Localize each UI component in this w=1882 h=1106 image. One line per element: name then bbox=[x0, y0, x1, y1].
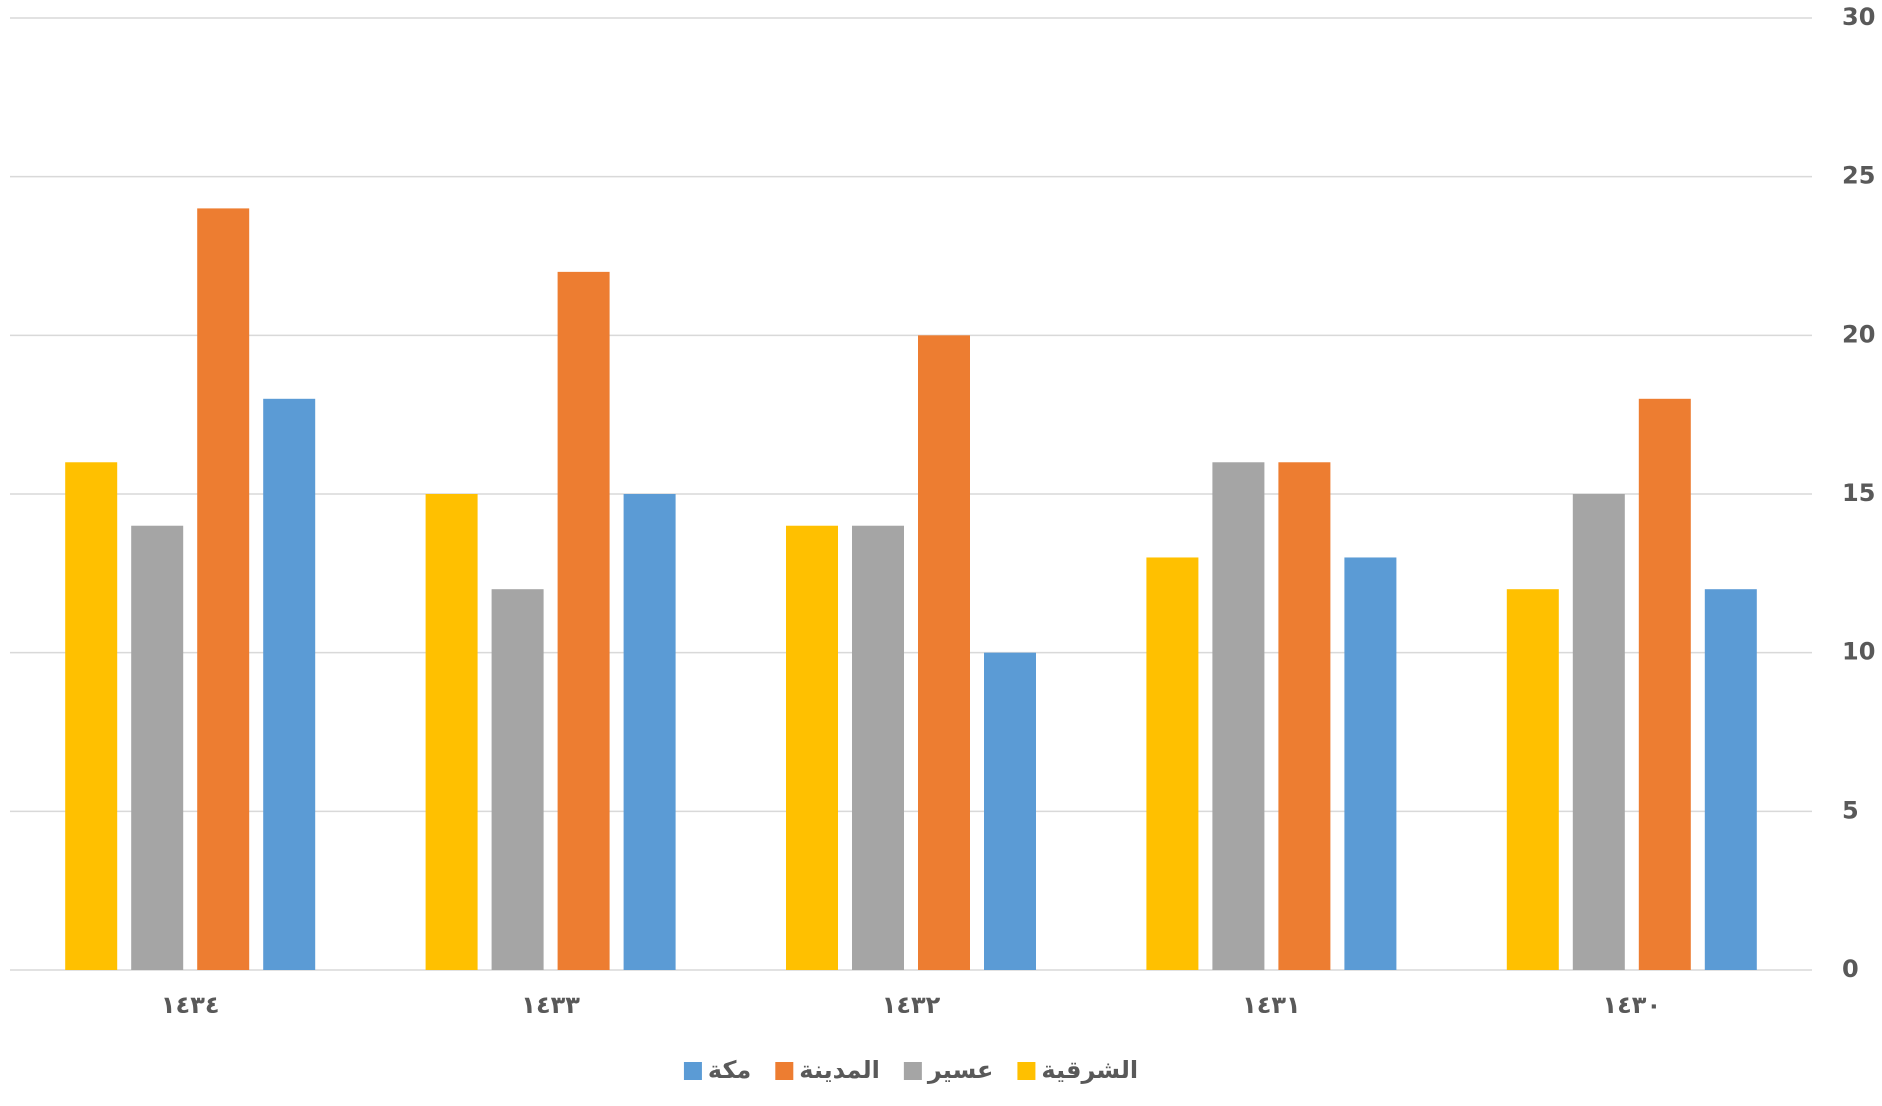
x-tick-label: ١٤٣١ bbox=[1242, 991, 1301, 1019]
bar bbox=[263, 398, 316, 970]
bar bbox=[1704, 589, 1757, 970]
x-tick-label: ١٤٣٣ bbox=[521, 991, 580, 1019]
y-tick-label: 30 bbox=[1842, 3, 1875, 31]
bar bbox=[984, 652, 1036, 970]
legend-label: المدينة bbox=[799, 1056, 880, 1084]
bar bbox=[1212, 462, 1265, 970]
bar bbox=[491, 589, 544, 970]
bar bbox=[557, 271, 610, 970]
y-tick-label: 15 bbox=[1842, 479, 1875, 507]
legend-label: مكة bbox=[708, 1056, 751, 1084]
bar bbox=[623, 494, 676, 970]
legend-swatch bbox=[1017, 1062, 1036, 1080]
x-tick-label: ١٤٣٤ bbox=[161, 991, 220, 1019]
bar bbox=[65, 462, 118, 970]
bar bbox=[425, 494, 478, 970]
bar bbox=[918, 335, 970, 970]
bar bbox=[1278, 462, 1331, 970]
bar bbox=[1146, 557, 1199, 970]
legend-swatch bbox=[775, 1062, 794, 1080]
bar bbox=[1506, 589, 1559, 970]
legend-label: عسير bbox=[927, 1056, 994, 1084]
bar bbox=[1638, 398, 1691, 970]
y-tick-label: 0 bbox=[1842, 955, 1859, 983]
bar bbox=[852, 525, 904, 970]
bar bbox=[1344, 557, 1397, 970]
y-tick-label: 5 bbox=[1842, 796, 1859, 824]
y-tick-label: 25 bbox=[1842, 162, 1875, 190]
legend-swatch bbox=[903, 1062, 922, 1080]
legend-label: الشرقية bbox=[1041, 1056, 1138, 1084]
bar bbox=[131, 525, 184, 970]
bar bbox=[197, 208, 250, 970]
bar bbox=[786, 525, 838, 970]
y-tick-label: 20 bbox=[1842, 320, 1875, 348]
x-tick-label: ١٤٣٢ bbox=[882, 991, 941, 1019]
x-tick-label: ١٤٣٠ bbox=[1603, 991, 1662, 1019]
legend-swatch bbox=[683, 1062, 702, 1080]
y-tick-label: 10 bbox=[1842, 638, 1875, 666]
bar bbox=[1572, 494, 1625, 970]
